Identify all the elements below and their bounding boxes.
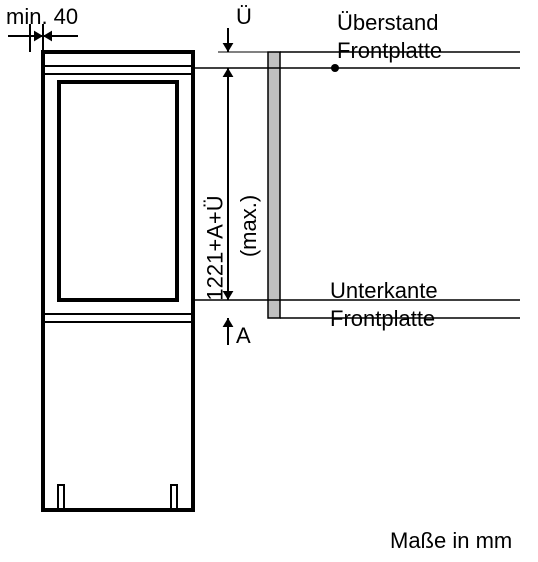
label-units: Maße in mm [390,528,512,554]
label-frontplate-top: Frontplatte [337,38,442,64]
label-min40: min. 40 [6,4,78,30]
diagram-svg [0,0,538,557]
diagram-canvas: min. 40 Ü Überstand Frontplatte 1221+A+Ü… [0,0,538,557]
label-frontplate-bottom: Frontplatte [330,306,435,332]
label-u-top: Ü [236,4,252,30]
label-vertical-max: (max.) [236,195,262,257]
label-a-bottom: A [236,323,251,349]
label-underkante: Unterkante [330,278,438,304]
label-vertical-formula: 1221+A+Ü [203,195,229,300]
label-overstand: Überstand [337,10,439,36]
